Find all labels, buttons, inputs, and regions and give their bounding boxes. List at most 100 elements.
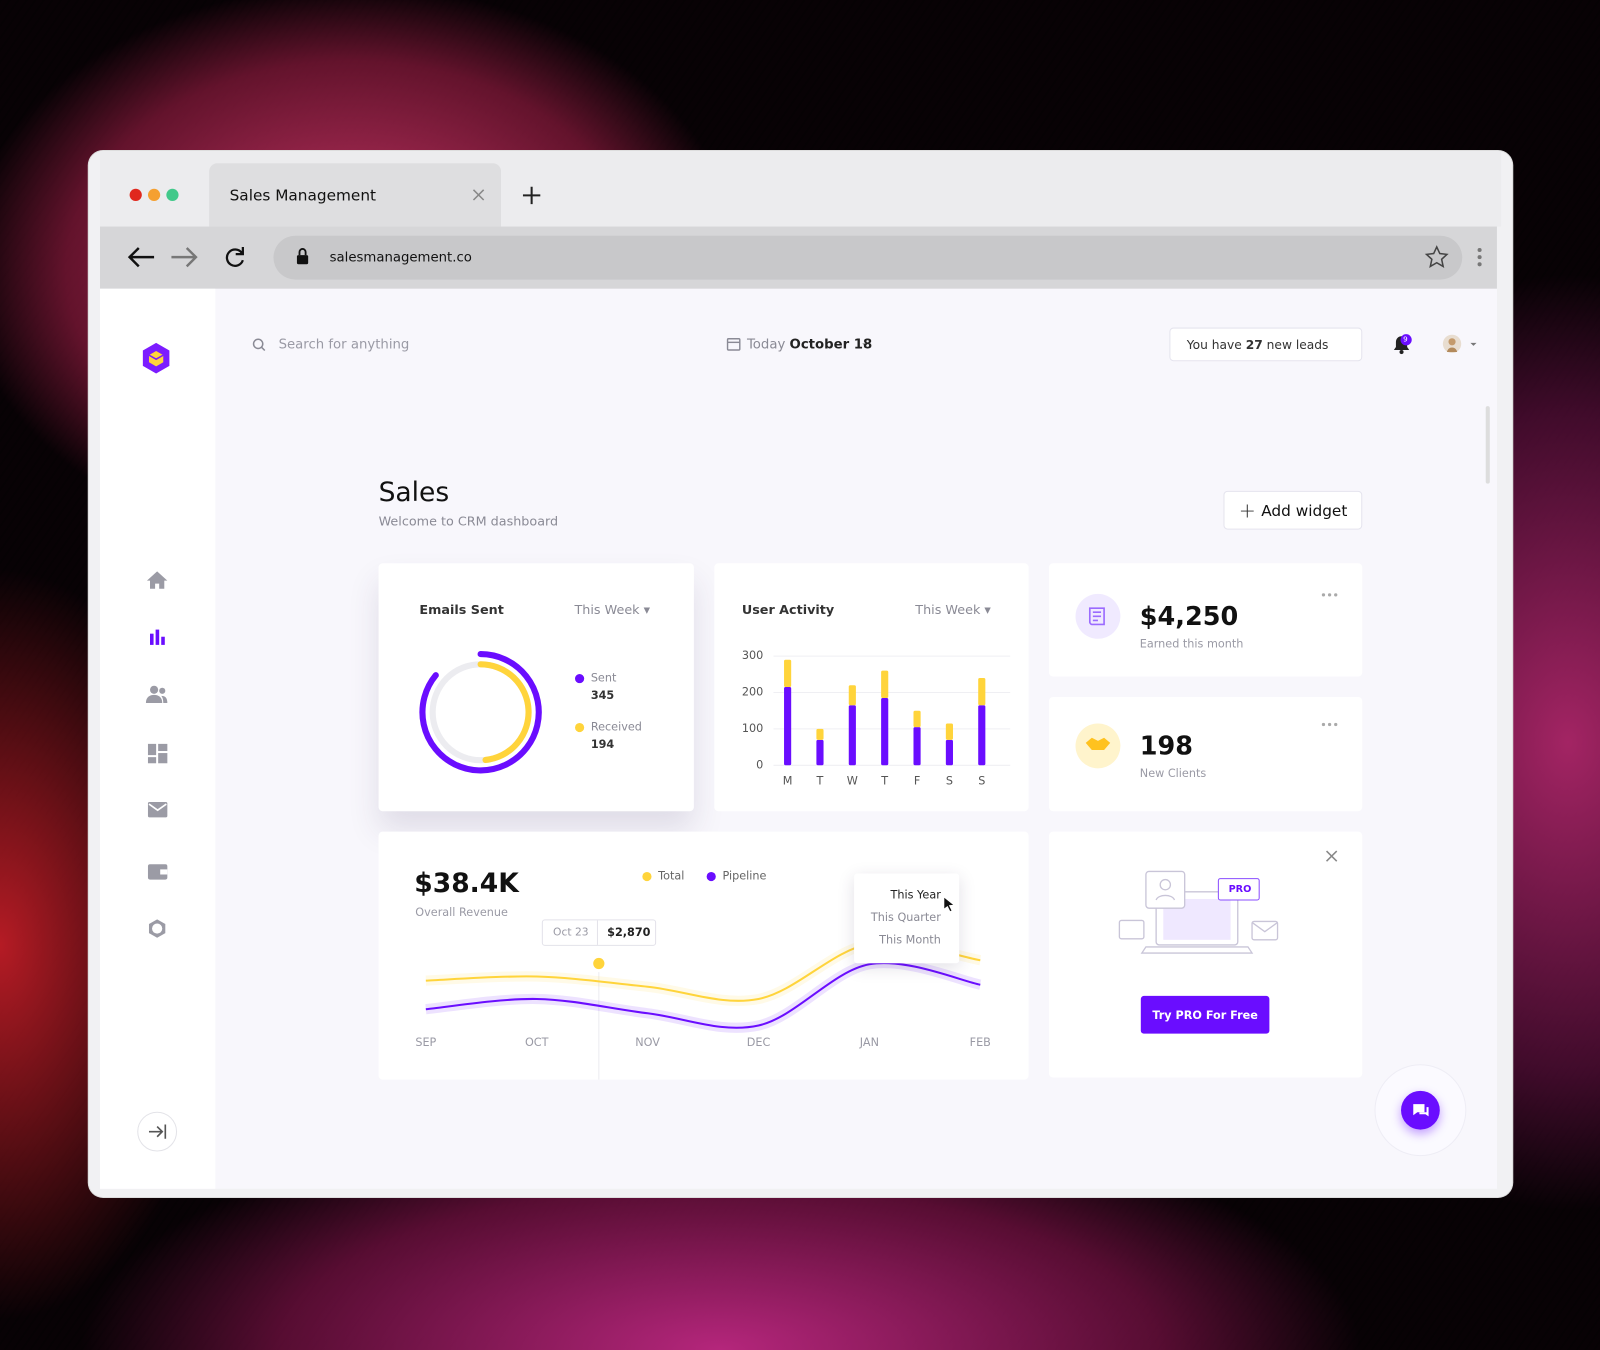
tooltip-date: Oct 23 bbox=[553, 926, 589, 939]
bar-segment bbox=[816, 728, 824, 740]
bar-segment bbox=[978, 705, 986, 766]
tooltip-divider bbox=[596, 920, 598, 945]
legend-dot bbox=[706, 871, 716, 882]
legend-dot bbox=[575, 722, 585, 733]
url-bar[interactable] bbox=[273, 235, 1463, 280]
date-selector[interactable]: Today October 18 bbox=[747, 338, 872, 351]
bar-segment bbox=[945, 723, 953, 740]
url[interactable]: salesmanagement.co bbox=[329, 250, 472, 266]
tab-close[interactable] bbox=[472, 189, 485, 201]
clients-more[interactable] bbox=[1321, 722, 1338, 727]
legend-value: 194 bbox=[591, 738, 615, 751]
leads-count: 27 bbox=[1245, 337, 1263, 353]
x-tick-label: FEB bbox=[970, 1036, 991, 1049]
revenue-total: $38.4K bbox=[414, 868, 519, 899]
leads-box[interactable] bbox=[1169, 327, 1363, 362]
nav-mail[interactable] bbox=[147, 802, 168, 818]
search-placeholder[interactable]: Search for anything bbox=[278, 337, 410, 353]
legend-label: Received bbox=[591, 721, 642, 734]
y-tick-label: 200 bbox=[742, 686, 763, 699]
x-tick-label: T bbox=[880, 775, 888, 788]
maximize-dot[interactable] bbox=[166, 188, 179, 202]
legend-dot bbox=[575, 673, 585, 684]
nav-contacts[interactable] bbox=[145, 685, 168, 704]
y-tick-label: 100 bbox=[742, 722, 763, 735]
clients-glyph bbox=[1085, 737, 1111, 751]
tab-title[interactable]: Sales Management bbox=[229, 186, 377, 205]
add-widget-button[interactable]: + Add widget bbox=[1223, 490, 1363, 530]
page-title: Sales bbox=[378, 477, 450, 509]
date-caret[interactable] bbox=[862, 343, 869, 347]
browser-menu[interactable] bbox=[1477, 247, 1482, 267]
add-widget-plus: + bbox=[1238, 497, 1256, 523]
activity-card bbox=[714, 563, 1029, 812]
period: This Week bbox=[915, 601, 981, 618]
menu-item[interactable]: This Quarter bbox=[870, 910, 941, 924]
bar-segment bbox=[913, 710, 921, 728]
back-button[interactable] bbox=[127, 247, 155, 268]
logo bbox=[142, 342, 170, 374]
calendar-icon[interactable] bbox=[726, 338, 741, 351]
minimize-dot[interactable] bbox=[147, 188, 161, 202]
nav-wallet[interactable] bbox=[147, 864, 168, 880]
x-tick-label: NOV bbox=[635, 1036, 660, 1049]
bar-segment bbox=[848, 685, 856, 706]
nav-reports[interactable] bbox=[150, 629, 165, 645]
stat-label: Earned this month bbox=[1139, 637, 1244, 651]
try-pro-label: Try PRO For Free bbox=[1152, 1008, 1258, 1022]
try-pro-button[interactable]: Try PRO For Free bbox=[1140, 995, 1270, 1034]
close-dot[interactable] bbox=[129, 188, 142, 202]
period-dropdown[interactable]: This Week ▾ bbox=[915, 601, 991, 618]
y-tick-label: 300 bbox=[742, 649, 763, 662]
earned-more[interactable] bbox=[1321, 593, 1338, 597]
reload-button[interactable] bbox=[225, 246, 244, 267]
avatar-caret[interactable] bbox=[1470, 342, 1477, 346]
period-dropdown[interactable]: This Week ▾ bbox=[574, 601, 651, 618]
nav-home[interactable] bbox=[146, 571, 168, 589]
search-icon[interactable] bbox=[252, 338, 266, 352]
range-menu: This Year This Quarter This Month bbox=[854, 873, 960, 964]
bar-segment bbox=[816, 739, 824, 766]
chat-button[interactable] bbox=[1401, 1090, 1440, 1130]
sidebar bbox=[100, 288, 216, 1189]
x-tick-label: SEP bbox=[415, 1036, 436, 1049]
card-title: User Activity bbox=[741, 601, 835, 618]
stat-label: New Clients bbox=[1139, 766, 1207, 781]
ring-arc bbox=[419, 651, 542, 774]
pro-badge-text: PRO bbox=[1228, 883, 1252, 896]
leads-suffix: new leads bbox=[1266, 337, 1329, 353]
bar-segment bbox=[784, 687, 792, 766]
avatar[interactable] bbox=[1442, 334, 1462, 354]
notification-badge bbox=[1400, 334, 1412, 346]
page-subtitle: Welcome to CRM dashboard bbox=[378, 513, 559, 529]
new-tab[interactable] bbox=[522, 186, 541, 205]
legend-value: 345 bbox=[591, 689, 615, 702]
forward-button[interactable] bbox=[171, 247, 198, 268]
bar-segment bbox=[913, 727, 921, 766]
date-prefix: Today bbox=[746, 337, 786, 353]
nav-dashboard[interactable] bbox=[147, 743, 168, 764]
scrollbar[interactable] bbox=[1485, 406, 1490, 484]
card-title: Emails Sent bbox=[419, 601, 504, 618]
x-tick-label: OCT bbox=[525, 1036, 549, 1049]
stat-value: 198 bbox=[1139, 731, 1194, 761]
nav-settings-hole bbox=[152, 923, 163, 934]
tooltip-value: $2,870 bbox=[607, 926, 651, 940]
menu-item[interactable]: This Year bbox=[890, 888, 941, 902]
revenue-subtitle: Overall Revenue bbox=[415, 905, 508, 919]
x-tick-label: S bbox=[978, 775, 985, 788]
tab[interactable] bbox=[209, 163, 502, 227]
stat-value: $4,250 bbox=[1139, 601, 1239, 632]
legend-label: Total bbox=[657, 870, 684, 883]
add-widget-label: Add widget bbox=[1261, 501, 1348, 520]
notification-count: 9 bbox=[1403, 335, 1408, 344]
bookmark-star[interactable] bbox=[1424, 245, 1449, 268]
x-tick-label: M bbox=[783, 775, 793, 788]
promo-illustration bbox=[1118, 870, 1279, 954]
menu-item[interactable]: This Month bbox=[879, 933, 941, 947]
leads-text: You have 27 new leads bbox=[1187, 339, 1329, 351]
mouse-cursor bbox=[943, 896, 956, 913]
promo-close[interactable] bbox=[1325, 850, 1338, 862]
